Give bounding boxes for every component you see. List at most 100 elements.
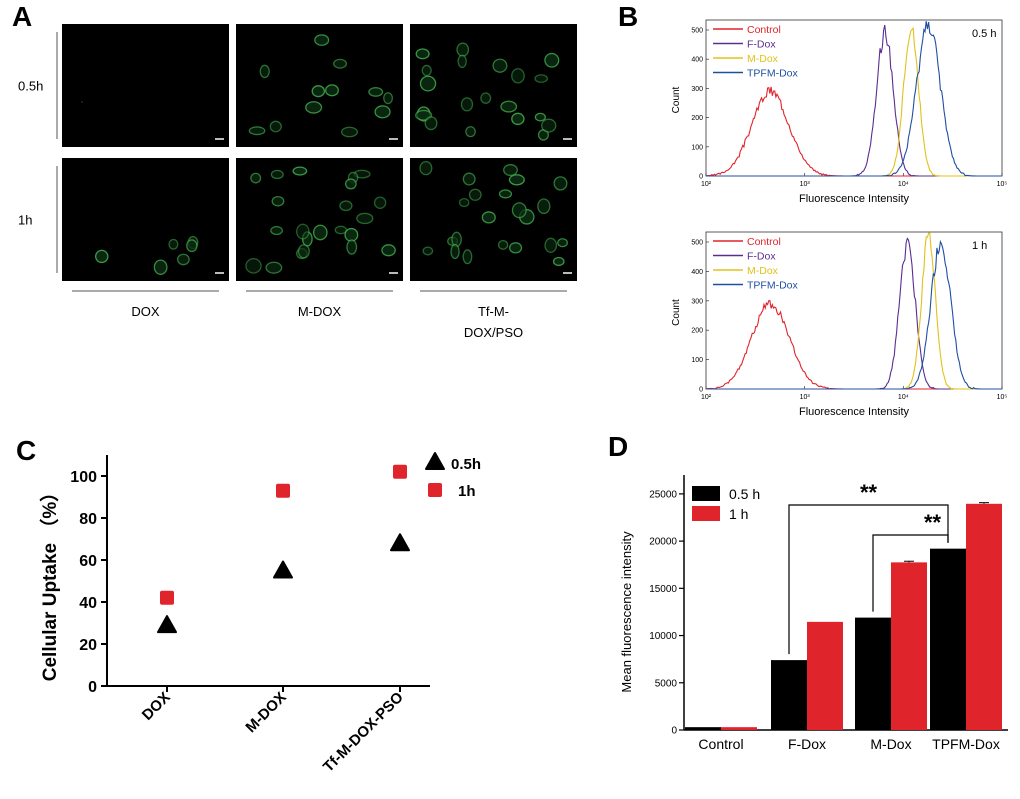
stained-cell — [450, 243, 460, 260]
stained-cell — [500, 100, 518, 113]
stained-cell — [333, 58, 348, 69]
bar-0-5h — [855, 617, 891, 730]
stained-cell — [344, 227, 359, 242]
stained-cell — [492, 58, 508, 73]
y-tick-label: 200 — [691, 328, 703, 335]
histogram-plot: 0 100 200 300 400 500 10² 10³ 10⁴ 10⁵ Fluorescence… — [671, 231, 1007, 418]
data-point-square — [160, 590, 174, 605]
scale-bar — [389, 138, 398, 140]
scale-bar — [389, 272, 398, 274]
stained-cell — [465, 126, 476, 138]
stained-cell — [498, 189, 513, 199]
data-point-square — [276, 483, 290, 498]
legend-label: TPFM-Dox — [747, 68, 798, 80]
stained-cell — [340, 126, 359, 138]
y-tick-label: 20000 — [649, 537, 677, 548]
stained-cell — [248, 126, 266, 136]
stained-cell — [270, 225, 283, 236]
y-tick-label: 500 — [691, 240, 703, 247]
x-tick-label: 10⁵ — [997, 181, 1008, 188]
stained-cell — [374, 105, 391, 119]
legend-label: TPFM-Dox — [747, 280, 798, 292]
x-tick-label: 10³ — [800, 394, 811, 401]
stained-cell — [537, 198, 551, 215]
y-tick-label: 400 — [691, 57, 703, 64]
stained-cell — [458, 197, 470, 208]
stained-cell — [305, 101, 323, 114]
stained-cell — [325, 84, 339, 97]
x-tick-label: F-Dox — [788, 736, 826, 752]
bar-1h — [721, 727, 757, 730]
y-axis-title: Count — [671, 299, 682, 326]
row-label: 0.5h — [18, 79, 43, 94]
fluorescence-bars: 0 5000 10000 15000 20000 25000 Mean fluorescen… — [619, 475, 1008, 752]
stained-cell — [81, 101, 83, 103]
column-label-line: DOX — [131, 304, 160, 319]
x-tick-label: Tf-M-DOX-PSO — [320, 689, 407, 776]
stained-cell — [462, 172, 476, 186]
x-tick-label: Control — [698, 736, 743, 752]
y-tick-label: 100 — [691, 144, 703, 151]
y-tick-label: 80 — [79, 511, 97, 528]
histogram-curve — [706, 239, 1002, 390]
y-tick-label: 100 — [691, 357, 703, 364]
y-tick-label: 40 — [79, 595, 97, 612]
stained-cell — [94, 249, 109, 264]
y-tick-label: 25000 — [649, 489, 677, 500]
legend-label: Control — [747, 24, 781, 36]
data-point-square — [393, 464, 407, 479]
scale-bar — [563, 138, 572, 140]
stained-cell — [344, 178, 357, 190]
stained-cell — [544, 52, 560, 68]
stained-cell — [468, 188, 482, 201]
stained-cell — [552, 256, 565, 267]
stained-cell — [422, 246, 434, 256]
x-tick-label: 10² — [701, 394, 712, 401]
stained-cell — [460, 97, 474, 112]
stained-cell — [534, 74, 548, 83]
micrograph-panel — [62, 158, 229, 281]
x-axis-title: Fluorescence Intensity — [799, 193, 910, 205]
stained-cell — [176, 253, 190, 266]
stained-cell — [544, 237, 558, 253]
bar-0-5h — [685, 727, 721, 730]
legend-label: M-Dox — [747, 53, 779, 65]
legend-marker-square — [428, 483, 442, 497]
stained-cell — [265, 261, 283, 274]
stained-cell — [296, 223, 310, 240]
stained-cell — [259, 64, 270, 79]
y-axis-title: Cellular Uptake （%） — [38, 483, 61, 682]
x-tick-label: DOX — [139, 689, 174, 724]
y-tick-label: 0 — [699, 387, 703, 394]
y-tick-label: 0 — [699, 174, 703, 181]
stained-cell — [271, 195, 285, 207]
stained-cell — [511, 68, 525, 84]
x-tick-label: 10³ — [800, 181, 811, 188]
stained-cell — [312, 224, 328, 241]
column-label-line: Tf-M- — [478, 304, 509, 319]
stained-cell — [269, 120, 282, 133]
bar-0-5h — [771, 660, 807, 730]
stained-cell — [356, 212, 374, 225]
stained-cell — [456, 42, 470, 57]
scale-bar — [563, 272, 572, 274]
panel-label-a: A — [12, 1, 32, 32]
stained-cell — [480, 92, 492, 104]
y-tick-label: 300 — [691, 86, 703, 93]
bar-0-5h — [930, 548, 966, 730]
stained-cell — [419, 75, 437, 92]
stained-cell — [383, 92, 394, 105]
legend-label: M-Dox — [747, 265, 779, 277]
stained-cell — [424, 116, 438, 131]
stained-cell — [497, 239, 509, 250]
column-label: Tf-M- DOX/PSO — [464, 304, 523, 340]
x-tick-label: TPFM-Dox — [932, 736, 1000, 752]
significance-label: ** — [924, 510, 942, 535]
y-tick-label: 0 — [88, 679, 97, 696]
y-tick-label: 15000 — [649, 584, 677, 595]
data-point-triangle — [390, 533, 410, 552]
legend-label: 1h — [458, 483, 476, 500]
stained-cell — [270, 169, 284, 180]
stained-cell — [245, 258, 262, 274]
scale-bar — [215, 272, 224, 274]
